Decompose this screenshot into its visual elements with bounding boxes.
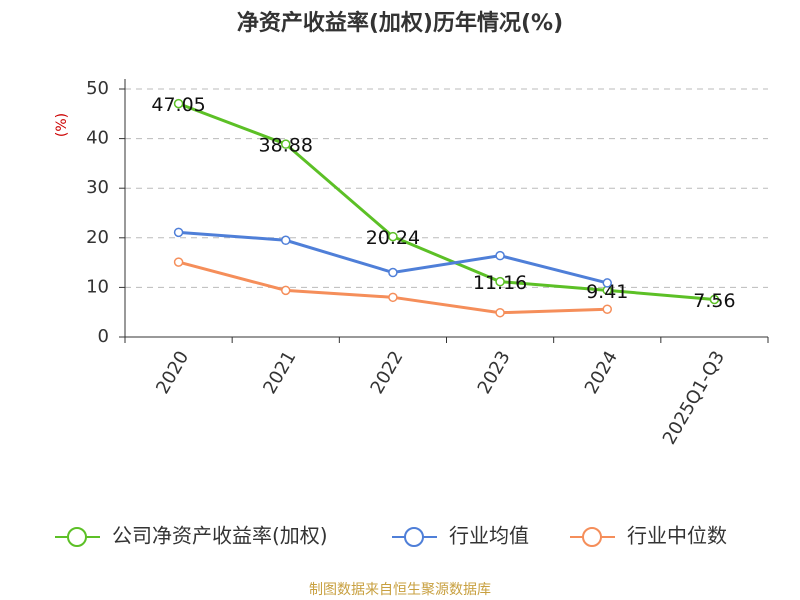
y-tick-label: 10 (86, 276, 109, 297)
legend-marker (404, 527, 424, 547)
y-tick-label: 20 (86, 227, 109, 248)
point (173, 227, 184, 238)
y-tick-label: 0 (98, 326, 109, 347)
x-tick-label: 2021 (259, 348, 300, 398)
y-tick-label: 40 (86, 128, 109, 149)
chart-title: 净资产收益率(加权)历年情况(%) (237, 10, 563, 36)
legend-label: 行业均值 (449, 524, 529, 548)
legend-marker (67, 527, 87, 547)
point (388, 292, 398, 303)
point (281, 235, 291, 246)
y-tick-label: 50 (86, 78, 109, 99)
y-tick-label: 30 (86, 177, 109, 198)
point (495, 250, 505, 261)
data-label: 20.24 (366, 227, 420, 249)
point (602, 278, 612, 288)
data-label: 9.41 (586, 281, 628, 303)
point (281, 139, 291, 149)
y-axis-label: (%) (54, 113, 70, 137)
point (709, 294, 720, 305)
point (388, 231, 398, 242)
source-note: 制图数据来自恒生聚源数据库 (309, 582, 491, 598)
point (602, 304, 612, 314)
data-label: 7.56 (693, 290, 735, 312)
x-tick-label: 2025Q1-Q3 (659, 348, 729, 449)
legend-label: 公司净资产收益率(加权) (112, 524, 328, 548)
point (495, 307, 505, 318)
x-tick-label: 2024 (581, 348, 622, 398)
data-label: 47.05 (151, 94, 205, 116)
data-label: 38.88 (259, 135, 313, 157)
point (388, 267, 398, 278)
x-tick-label: 2020 (152, 348, 193, 398)
legend-label: 行业中位数 (627, 524, 727, 548)
point (495, 276, 505, 287)
point (281, 285, 291, 296)
legend-marker (582, 527, 602, 547)
series-line (178, 102, 715, 301)
point (173, 98, 184, 109)
x-tick-label: 2023 (474, 348, 515, 398)
data-label: 11.16 (473, 272, 527, 294)
x-tick-label: 2022 (366, 348, 407, 398)
point (173, 257, 184, 267)
